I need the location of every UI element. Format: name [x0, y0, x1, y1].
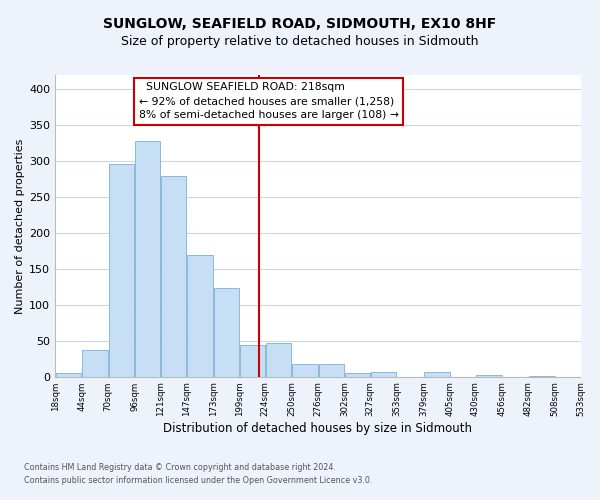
X-axis label: Distribution of detached houses by size in Sidmouth: Distribution of detached houses by size … — [163, 422, 472, 435]
Bar — [240, 345, 265, 376]
Text: Contains public sector information licensed under the Open Government Licence v3: Contains public sector information licen… — [24, 476, 373, 485]
Bar — [109, 164, 134, 376]
Bar — [56, 373, 81, 376]
Bar — [187, 256, 213, 376]
Bar — [424, 372, 449, 376]
Text: Size of property relative to detached houses in Sidmouth: Size of property relative to detached ho… — [121, 35, 479, 48]
Bar — [266, 343, 292, 376]
Bar — [371, 372, 397, 376]
Text: SUNGLOW, SEAFIELD ROAD, SIDMOUTH, EX10 8HF: SUNGLOW, SEAFIELD ROAD, SIDMOUTH, EX10 8… — [103, 18, 497, 32]
Bar — [82, 350, 108, 376]
Text: Contains HM Land Registry data © Crown copyright and database right 2024.: Contains HM Land Registry data © Crown c… — [24, 464, 336, 472]
Bar — [292, 364, 318, 376]
Bar — [319, 364, 344, 376]
Bar — [345, 373, 370, 376]
Text: SUNGLOW SEAFIELD ROAD: 218sqm
← 92% of detached houses are smaller (1,258)
8% of: SUNGLOW SEAFIELD ROAD: 218sqm ← 92% of d… — [139, 82, 399, 120]
Y-axis label: Number of detached properties: Number of detached properties — [15, 138, 25, 314]
Bar — [135, 141, 160, 376]
Bar — [214, 288, 239, 376]
Bar — [161, 176, 187, 376]
